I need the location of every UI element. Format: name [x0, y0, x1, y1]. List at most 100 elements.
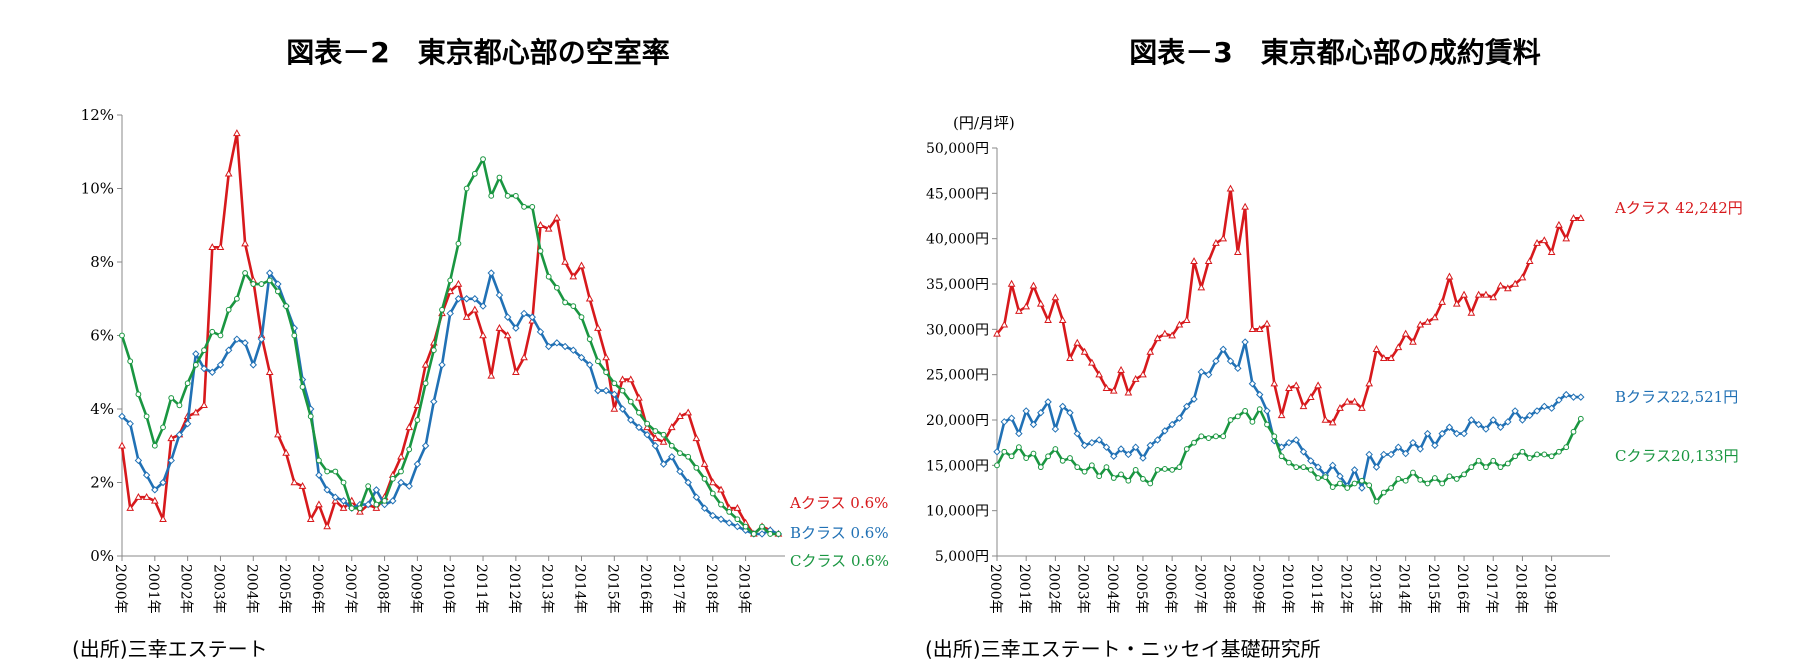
rent-series-a-point [1540, 236, 1549, 244]
rent-series-c-point [1169, 466, 1176, 473]
rent-series-b-point [1095, 436, 1103, 444]
rent-series-a-point [1051, 293, 1060, 301]
rent-series-a-point [1058, 316, 1067, 323]
rent-series-a-point [1160, 329, 1169, 337]
rent-series-b-point [1453, 429, 1461, 438]
vacancy-series-b-point [577, 353, 586, 362]
vacancy-series-a-point [224, 169, 233, 177]
vacancy-series-c-point [512, 192, 519, 199]
rent-series-b-point [1226, 357, 1235, 365]
vacancy-series-c-point [537, 248, 544, 254]
rent-x-tick-label: 2008年 [1221, 564, 1237, 614]
rent-series-c-point [1074, 464, 1081, 471]
vacancy-series-b-point [709, 511, 717, 520]
vacancy-series-b-point [684, 478, 692, 487]
rent-series-b-point [1547, 404, 1556, 412]
vacancy-series-c-point [242, 270, 248, 276]
vacancy-series-a-point [643, 423, 651, 431]
rent-series-c-point [1001, 448, 1008, 455]
vacancy-series-c-end-label: Cクラス 0.6% [790, 552, 889, 570]
rent-series-a-point [1080, 347, 1089, 355]
vacancy-series-b-point [536, 328, 545, 336]
vacancy-series-a-point [306, 515, 315, 522]
vacancy-series-c-point [233, 295, 240, 302]
vacancy-series-c-point [677, 450, 683, 457]
vacancy-series-b-point [151, 486, 159, 494]
rent-x-tick-label: 2005年 [1133, 564, 1149, 614]
rent-series-c-point [1402, 477, 1409, 484]
rent-series-a-point [1000, 320, 1009, 328]
vacancy-series-b-point [257, 335, 266, 343]
vacancy-series-a-point [470, 305, 479, 313]
rent-series-b-point [1022, 407, 1030, 415]
rent-series-a-point [1467, 308, 1476, 316]
vacancy-y-tick-label: 12% [81, 106, 114, 124]
rent-series-b-point [1000, 418, 1009, 426]
vacancy-series-a-point [397, 452, 405, 460]
vacancy-series-b-point [610, 390, 619, 399]
rent-series-c-point [1483, 464, 1489, 471]
rent-series-a-point [1306, 393, 1315, 401]
vacancy-x-tick-label: 2002年 [178, 564, 194, 614]
rent-series-c-point [1293, 464, 1300, 471]
rent-series-b-point [1285, 438, 1293, 447]
rent-series-b-point [1504, 418, 1512, 426]
rent-series-b-point [1365, 450, 1373, 459]
vacancy-series-b-point [405, 482, 413, 490]
rent-series-a-point [1394, 343, 1403, 351]
rent-series-c-point [1242, 408, 1249, 414]
rent-series-a-point [1314, 381, 1322, 389]
rent-x-tick-label: 2006年 [1162, 564, 1178, 614]
rent-series-a-point [1153, 334, 1162, 342]
vacancy-series-b-point [331, 493, 340, 501]
rent-series-c-point [1453, 476, 1460, 482]
rent-series-a-point [1576, 214, 1585, 222]
vacancy-y-tick-label: 2% [90, 474, 114, 492]
rent-series-c-point [1504, 460, 1511, 467]
vacancy-series-a-point [290, 478, 299, 486]
vacancy-series-b-point [118, 412, 126, 421]
rent-series-a-point [1328, 418, 1337, 426]
rent-series-c-point [1439, 480, 1446, 487]
vacancy-rate-chart: 図表－2 東京都心部の空室率 0% 2% 4% 6% 8% 10% 12% 2000年 2001… [81, 36, 889, 614]
vacancy-series-a-point [421, 360, 430, 368]
vacancy-series-b-point [717, 515, 725, 523]
rent-series-a-point [1547, 248, 1556, 255]
rent-series-c-point [1424, 480, 1431, 487]
vacancy-series-b-point [274, 280, 282, 288]
vacancy-series-b-point [495, 291, 504, 299]
rent-series-a-point [1555, 220, 1563, 228]
vacancy-series-a-point [684, 408, 693, 416]
vacancy-series-a-point [561, 257, 569, 265]
vacancy-x-tick-label: 2008年 [375, 564, 391, 614]
vacancy-series-b-point [651, 442, 660, 450]
rent-series-b-point [1314, 463, 1322, 471]
vacancy-series-c-point [586, 336, 593, 343]
vacancy-x-tick-label: 2010年 [440, 564, 456, 614]
rent-x-tick-label: 2016年 [1454, 564, 1470, 614]
vacancy-series-a-point [594, 323, 602, 331]
vacancy-series-c-point [627, 398, 634, 405]
vacancy-series-b-point [323, 486, 331, 494]
vacancy-series-b-point [627, 416, 635, 424]
rent-series-a-point [1139, 370, 1147, 378]
vacancy-series-c-point [652, 428, 659, 434]
vacancy-series-a-point [298, 481, 307, 489]
rent-series-b-point [1248, 380, 1257, 388]
rent-series-c-point [1307, 466, 1314, 473]
rent-series-c-point [1205, 435, 1212, 442]
vacancy-series-b-point [159, 478, 167, 487]
rent-series-b-point [1124, 450, 1133, 459]
vacancy-series-a-point [126, 503, 135, 511]
rent-chart-title: 図表－3 東京都心部の成約賃料 [1129, 36, 1540, 69]
vacancy-series-c-point [578, 314, 585, 321]
rent-x-tick-label: 2010年 [1279, 564, 1295, 614]
rent-series-b-point [1416, 445, 1424, 453]
vacancy-series-a-point [626, 375, 635, 383]
rent-series-b-point [1438, 429, 1446, 438]
vacancy-series-b-point [586, 361, 594, 369]
vacancy-series-a-point [339, 503, 348, 511]
vacancy-series-a-point [446, 287, 455, 295]
rent-series-a-point [993, 329, 1001, 337]
vacancy-series-b-point [265, 269, 274, 277]
